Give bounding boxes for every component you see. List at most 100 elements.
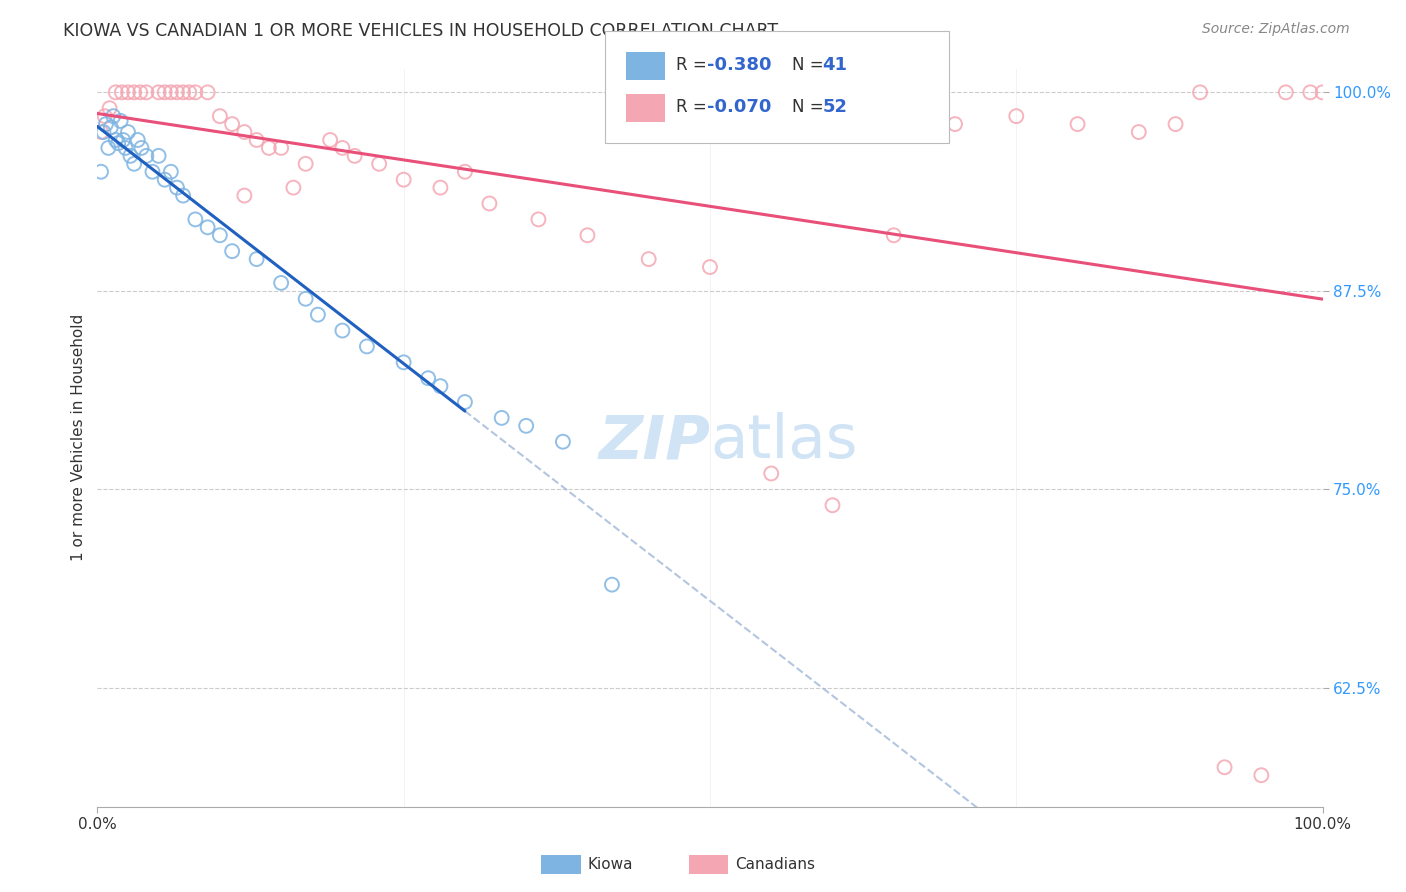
- Point: [184, 212, 207, 227]
- Text: Source: ZipAtlas.com: Source: ZipAtlas.com: [1202, 22, 1350, 37]
- Point: [454, 165, 477, 179]
- Point: [233, 188, 256, 202]
- Point: [270, 141, 292, 155]
- Point: [233, 125, 256, 139]
- Point: [478, 196, 501, 211]
- Point: [600, 577, 623, 591]
- Point: [343, 149, 366, 163]
- Point: [111, 86, 134, 100]
- Point: [699, 260, 721, 274]
- Text: atlas: atlas: [710, 412, 858, 471]
- Point: [98, 101, 121, 115]
- Point: [104, 86, 127, 100]
- Point: [392, 172, 415, 186]
- Point: [429, 180, 451, 194]
- Point: [122, 157, 145, 171]
- Point: [257, 141, 280, 155]
- Point: [197, 86, 219, 100]
- Point: [160, 86, 183, 100]
- Point: [1066, 117, 1088, 131]
- Point: [332, 141, 354, 155]
- Point: [1299, 86, 1322, 100]
- Text: 41: 41: [823, 56, 848, 74]
- Point: [103, 109, 125, 123]
- Point: [114, 141, 136, 155]
- Point: [166, 86, 188, 100]
- Text: -0.380: -0.380: [707, 56, 772, 74]
- Text: R =: R =: [676, 56, 713, 74]
- Point: [208, 228, 231, 243]
- Point: [179, 86, 201, 100]
- Text: 52: 52: [823, 98, 848, 116]
- Point: [418, 371, 440, 385]
- Point: [197, 220, 219, 235]
- Point: [821, 498, 844, 512]
- Point: [110, 114, 132, 128]
- Point: [120, 149, 142, 163]
- Point: [883, 228, 905, 243]
- Point: [943, 117, 966, 131]
- Text: Canadians: Canadians: [735, 857, 815, 871]
- Point: [153, 172, 176, 186]
- Point: [172, 86, 194, 100]
- Point: [184, 86, 207, 100]
- Text: R =: R =: [676, 98, 713, 116]
- Point: [135, 86, 157, 100]
- Point: [90, 125, 112, 139]
- Point: [153, 86, 176, 100]
- Point: [1250, 768, 1272, 782]
- Point: [1189, 86, 1212, 100]
- Point: [172, 188, 194, 202]
- Point: [107, 136, 129, 150]
- Point: [527, 212, 550, 227]
- Point: [112, 133, 135, 147]
- Point: [1128, 125, 1150, 139]
- Point: [122, 86, 145, 100]
- Point: [131, 141, 153, 155]
- Text: KIOWA VS CANADIAN 1 OR MORE VEHICLES IN HOUSEHOLD CORRELATION CHART: KIOWA VS CANADIAN 1 OR MORE VEHICLES IN …: [63, 22, 779, 40]
- Point: [208, 109, 231, 123]
- Point: [368, 157, 391, 171]
- Point: [637, 252, 659, 266]
- Point: [356, 339, 378, 353]
- Point: [100, 120, 122, 135]
- Point: [160, 165, 183, 179]
- Point: [515, 418, 537, 433]
- Point: [148, 86, 170, 100]
- Point: [93, 125, 115, 139]
- Point: [97, 141, 120, 155]
- Point: [1275, 86, 1298, 100]
- Point: [246, 252, 269, 266]
- Point: [294, 157, 316, 171]
- Point: [551, 434, 574, 449]
- Point: [332, 324, 354, 338]
- Point: [1312, 86, 1334, 100]
- Point: [283, 180, 305, 194]
- Point: [135, 149, 157, 163]
- Point: [429, 379, 451, 393]
- Point: [94, 117, 117, 131]
- Point: [148, 149, 170, 163]
- Point: [221, 244, 243, 259]
- Point: [117, 86, 139, 100]
- Text: -0.070: -0.070: [707, 98, 772, 116]
- Point: [1164, 117, 1187, 131]
- Point: [576, 228, 599, 243]
- Point: [129, 86, 152, 100]
- Point: [454, 395, 477, 409]
- Point: [104, 133, 127, 147]
- Point: [127, 133, 149, 147]
- Text: N =: N =: [792, 98, 828, 116]
- Point: [221, 117, 243, 131]
- Text: ZIP: ZIP: [598, 412, 710, 471]
- Point: [491, 410, 513, 425]
- Text: N =: N =: [792, 56, 828, 74]
- Point: [166, 180, 188, 194]
- Point: [141, 165, 163, 179]
- Point: [270, 276, 292, 290]
- Y-axis label: 1 or more Vehicles in Household: 1 or more Vehicles in Household: [72, 314, 86, 561]
- Point: [1005, 109, 1028, 123]
- Point: [93, 109, 115, 123]
- Point: [90, 165, 112, 179]
- Point: [307, 308, 329, 322]
